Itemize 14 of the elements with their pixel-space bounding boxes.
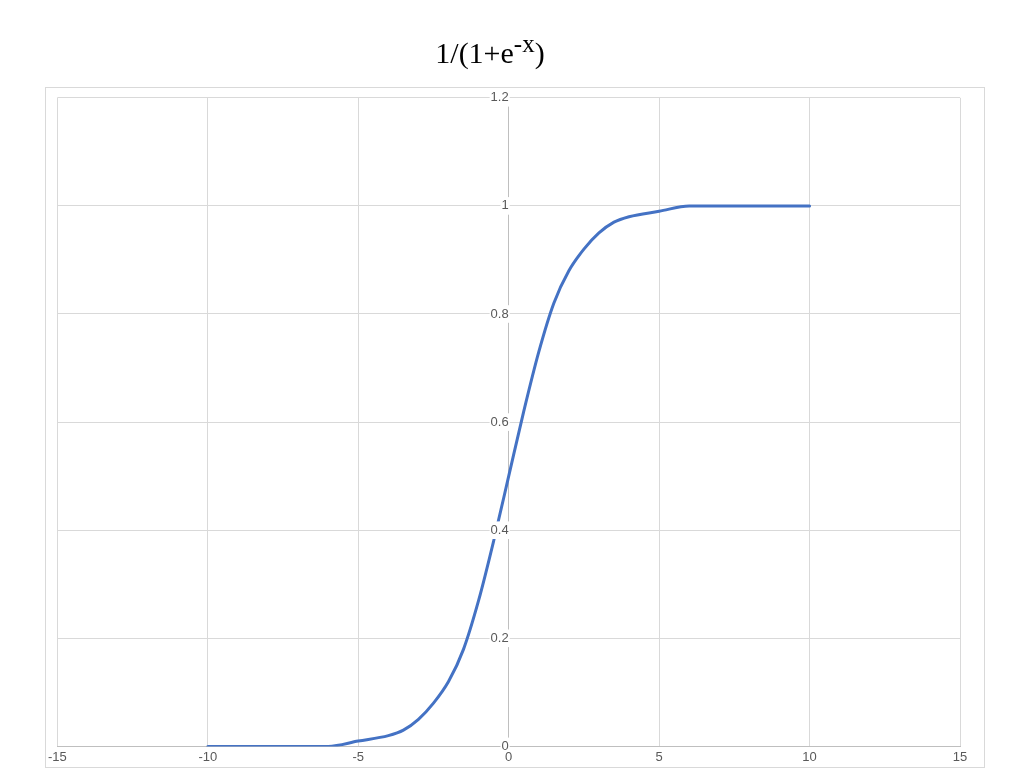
y-tick-label: 0 [501, 737, 509, 753]
y-tick-label: 0.8 [490, 305, 509, 321]
x-tick-label: -15 [48, 748, 67, 764]
y-tick-label: 0.2 [490, 629, 509, 645]
y-tick-label: 0.6 [490, 413, 509, 429]
x-tick-label: 5 [655, 748, 663, 764]
chart-title: 1/(1+e$^{-x}$) [434, 30, 546, 70]
x-tick-label: 10 [802, 748, 817, 764]
y-tick-label: 1.2 [490, 89, 509, 105]
x-tick-label: -10 [198, 748, 218, 764]
x-tick-label: 15 [952, 748, 968, 764]
y-tick-label: 1 [501, 197, 509, 213]
x-tick-label: -5 [352, 748, 365, 764]
y-tick-label: 0.4 [490, 521, 509, 537]
